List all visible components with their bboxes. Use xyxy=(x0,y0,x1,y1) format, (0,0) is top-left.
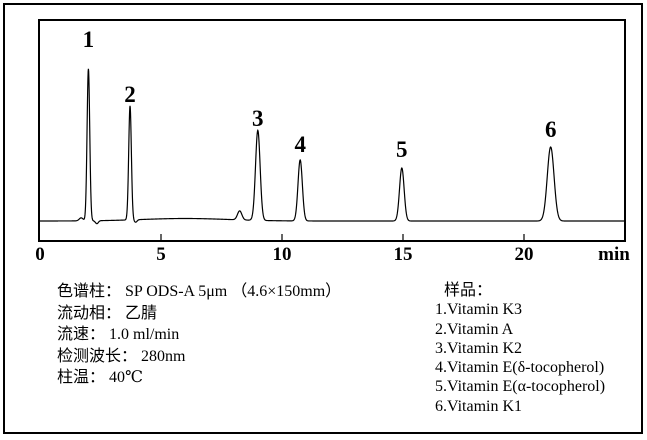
chromatogram-plot: 1 2 3 4 5 6 xyxy=(38,19,626,242)
sample-item-1: 1.Vitamin K3 xyxy=(435,301,523,319)
sample-item-3: 3.Vitamin K2 xyxy=(435,339,523,357)
x-axis: min 0 5 10 15 20 xyxy=(35,244,638,267)
condition-mobile-phase: 流动相： 乙腈 xyxy=(57,304,158,322)
sample-item-4: 4.Vitamin E(δ-tocopherol) xyxy=(435,359,605,377)
condition-flow-rate: 流速： 1.0 ml/min xyxy=(57,326,180,343)
condition-temperature: 柱温： 40℃ xyxy=(57,369,143,386)
axis-tick-label-15: 15 xyxy=(393,244,413,265)
figure-frame xyxy=(3,3,643,434)
conditions-block: 色谱柱： SP ODS-A 5μm （4.6×150mm） 流动相： 乙腈 流速… xyxy=(57,281,417,389)
condition-column: 色谱柱： SP ODS-A 5μm （4.6×150mm） xyxy=(57,283,342,300)
peak-label-2: 2 xyxy=(124,82,136,107)
samples-block: 样品： 1.Vitamin K3 2.Vitamin A 3.Vitamin K… xyxy=(435,281,640,416)
trace-polyline xyxy=(40,68,624,225)
peak-label-1: 1 xyxy=(83,27,95,52)
samples-title: 样品： xyxy=(444,282,493,299)
peak-label-5: 5 xyxy=(396,137,408,162)
sample-item-6: 6.Vitamin K1 xyxy=(435,397,523,415)
chromatogram-trace: 1 2 3 4 5 6 xyxy=(40,27,624,240)
peak-label-6: 6 xyxy=(545,117,557,142)
condition-wavelength: 检测波长： 280nm xyxy=(57,347,186,365)
axis-tick-label-10: 10 xyxy=(272,244,292,265)
axis-tick-label-5: 5 xyxy=(156,244,166,265)
axis-tick-label-20: 20 xyxy=(514,244,534,265)
peak-label-3: 3 xyxy=(252,106,263,131)
peak-label-4: 4 xyxy=(294,132,306,157)
sample-item-2: 2.Vitamin A xyxy=(435,320,514,338)
sample-item-5: 5.Vitamin E(α-tocopherol) xyxy=(435,378,606,396)
x-axis-unit: min xyxy=(598,244,630,265)
axis-tick-label-0: 0 xyxy=(35,244,45,265)
